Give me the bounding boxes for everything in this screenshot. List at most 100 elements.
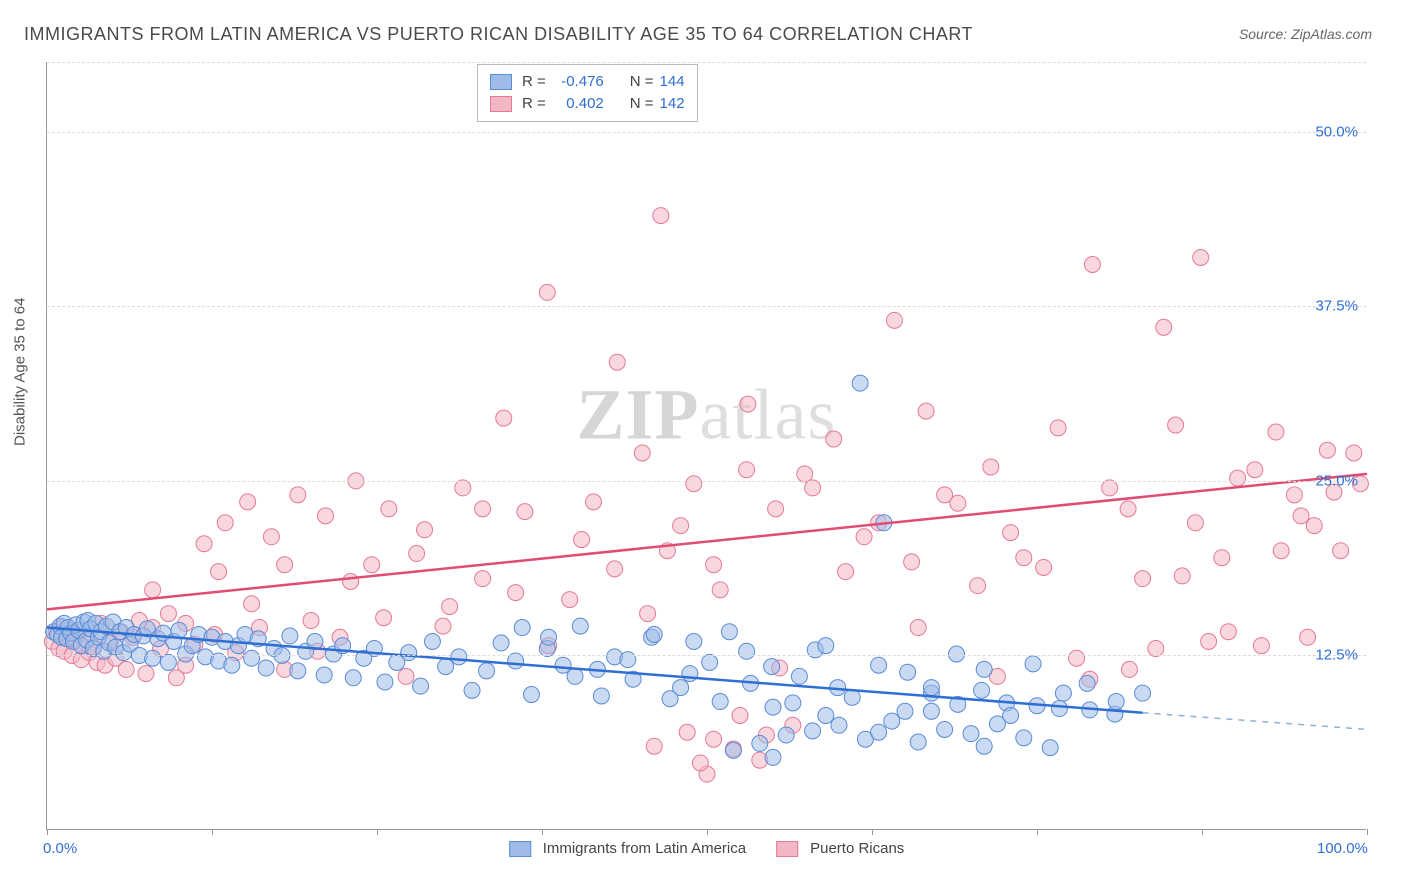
x-tick xyxy=(212,829,213,835)
data-point-latin_america xyxy=(514,620,530,636)
y-tick-label: 25.0% xyxy=(1315,472,1358,489)
data-point-latin_america xyxy=(785,695,801,711)
data-point-puerto_ricans xyxy=(343,573,359,589)
x-tick xyxy=(1037,829,1038,835)
data-point-latin_america xyxy=(871,657,887,673)
data-point-puerto_ricans xyxy=(910,620,926,636)
data-point-puerto_ricans xyxy=(1016,550,1032,566)
data-point-puerto_ricans xyxy=(398,668,414,684)
grid-line xyxy=(47,481,1366,482)
data-point-latin_america xyxy=(765,699,781,715)
data-point-puerto_ricans xyxy=(1069,650,1085,666)
y-axis-title: Disability Age 35 to 64 xyxy=(12,298,29,446)
legend-swatch xyxy=(509,841,531,857)
n-label: N = xyxy=(630,71,654,93)
data-point-latin_america xyxy=(884,713,900,729)
data-point-puerto_ricans xyxy=(1084,256,1100,272)
data-point-latin_america xyxy=(765,749,781,765)
data-point-puerto_ricans xyxy=(160,606,176,622)
legend-label: Puerto Ricans xyxy=(810,840,904,857)
data-point-puerto_ricans xyxy=(1156,319,1172,335)
x-tick xyxy=(542,829,543,835)
data-point-puerto_ricans xyxy=(1102,480,1118,496)
data-point-latin_america xyxy=(224,657,240,673)
data-point-puerto_ricans xyxy=(673,518,689,534)
data-point-puerto_ricans xyxy=(240,494,256,510)
x-tick-label: 0.0% xyxy=(43,840,77,857)
data-point-latin_america xyxy=(1135,685,1151,701)
data-point-puerto_ricans xyxy=(1148,640,1164,656)
data-point-latin_america xyxy=(937,721,953,737)
data-point-puerto_ricans xyxy=(263,529,279,545)
grid-line xyxy=(47,132,1366,133)
x-tick xyxy=(1367,829,1368,835)
data-point-puerto_ricans xyxy=(1286,487,1302,503)
data-point-puerto_ricans xyxy=(455,480,471,496)
x-tick xyxy=(872,829,873,835)
data-point-latin_america xyxy=(712,694,728,710)
data-point-puerto_ricans xyxy=(562,592,578,608)
y-tick-label: 50.0% xyxy=(1315,123,1358,140)
r-value: -0.476 xyxy=(552,71,604,93)
data-point-puerto_ricans xyxy=(1036,559,1052,575)
data-point-latin_america xyxy=(1055,685,1071,701)
data-point-latin_america xyxy=(831,717,847,733)
n-value: 142 xyxy=(660,93,685,115)
data-point-puerto_ricans xyxy=(277,557,293,573)
data-point-puerto_ricans xyxy=(1214,550,1230,566)
data-point-puerto_ricans xyxy=(435,618,451,634)
data-point-puerto_ricans xyxy=(1121,661,1137,677)
data-point-latin_america xyxy=(702,654,718,670)
legend-swatch xyxy=(490,96,512,112)
data-point-puerto_ricans xyxy=(983,459,999,475)
data-point-puerto_ricans xyxy=(739,462,755,478)
x-tick xyxy=(47,829,48,835)
data-point-latin_america xyxy=(721,624,737,640)
data-point-puerto_ricans xyxy=(1193,249,1209,265)
data-point-latin_america xyxy=(620,652,636,668)
data-point-puerto_ricans xyxy=(706,731,722,747)
data-point-puerto_ricans xyxy=(1201,633,1217,649)
r-label: R = xyxy=(522,93,546,115)
grid-line xyxy=(47,62,1366,63)
data-point-puerto_ricans xyxy=(904,554,920,570)
data-point-puerto_ricans xyxy=(118,661,134,677)
data-point-latin_america xyxy=(316,667,332,683)
chart-svg xyxy=(47,62,1366,829)
data-point-puerto_ricans xyxy=(1135,571,1151,587)
legend-item: Puerto Ricans xyxy=(776,840,904,857)
grid-line xyxy=(47,655,1366,656)
data-point-puerto_ricans xyxy=(244,596,260,612)
legend-row: R =-0.476N =144 xyxy=(490,71,685,93)
data-point-puerto_ricans xyxy=(539,284,555,300)
chart-title: IMMIGRANTS FROM LATIN AMERICA VS PUERTO … xyxy=(24,24,973,45)
data-point-puerto_ricans xyxy=(740,396,756,412)
legend-row: R =0.402N =142 xyxy=(490,93,685,115)
r-label: R = xyxy=(522,71,546,93)
data-point-puerto_ricans xyxy=(1346,445,1362,461)
data-point-latin_america xyxy=(682,666,698,682)
data-point-puerto_ricans xyxy=(634,445,650,461)
data-point-puerto_ricans xyxy=(1273,543,1289,559)
source-attribution: Source: ZipAtlas.com xyxy=(1239,26,1372,42)
data-point-puerto_ricans xyxy=(442,599,458,615)
data-point-latin_america xyxy=(171,622,187,638)
data-point-puerto_ricans xyxy=(970,578,986,594)
data-point-puerto_ricans xyxy=(1268,424,1284,440)
data-point-puerto_ricans xyxy=(303,613,319,629)
data-point-latin_america xyxy=(413,678,429,694)
data-point-latin_america xyxy=(752,735,768,751)
data-point-puerto_ricans xyxy=(1187,515,1203,531)
data-point-latin_america xyxy=(464,682,480,698)
data-point-puerto_ricans xyxy=(838,564,854,580)
x-tick xyxy=(1202,829,1203,835)
data-point-latin_america xyxy=(963,726,979,742)
data-point-puerto_ricans xyxy=(211,564,227,580)
data-point-puerto_ricans xyxy=(1168,417,1184,433)
legend-item: Immigrants from Latin America xyxy=(509,840,746,857)
data-point-latin_america xyxy=(739,643,755,659)
data-point-latin_america xyxy=(1042,740,1058,756)
data-point-latin_america xyxy=(1079,675,1095,691)
data-point-latin_america xyxy=(764,659,780,675)
data-point-puerto_ricans xyxy=(1293,508,1309,524)
